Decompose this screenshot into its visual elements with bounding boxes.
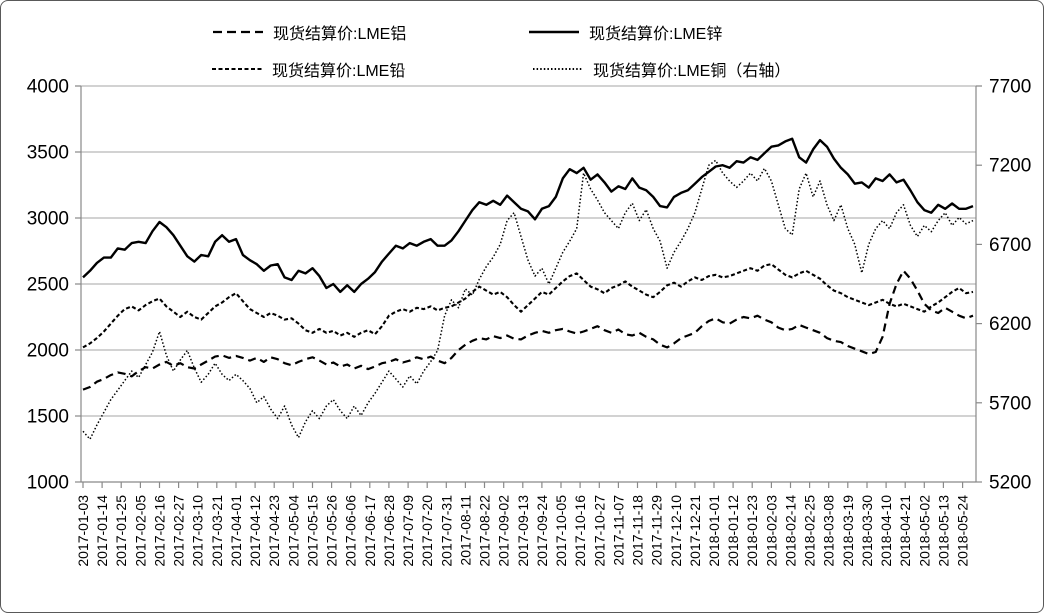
series-line-1 — [82, 137, 974, 294]
svg-text:2018-01-23: 2018-01-23 — [744, 495, 760, 567]
svg-text:2017-09-24: 2017-09-24 — [534, 495, 550, 567]
legend-label-lead: 现货结算价:LME铅 — [272, 63, 406, 80]
svg-text:2017-05-04: 2017-05-04 — [285, 495, 301, 567]
svg-text:2017-05-26: 2017-05-26 — [324, 495, 340, 567]
svg-text:5700: 5700 — [989, 393, 1031, 414]
svg-text:2017-03-10: 2017-03-10 — [190, 495, 206, 567]
legend-item-lme-copper: 现货结算价:LME铜（右轴） — [532, 60, 791, 80]
svg-text:2017-11-18: 2017-11-18 — [630, 495, 646, 566]
legend-label-aluminum: 现货结算价:LME铝 — [273, 26, 407, 43]
svg-text:2018-03-08: 2018-03-08 — [821, 495, 837, 567]
svg-text:2017-04-01: 2017-04-01 — [228, 495, 244, 567]
legend-item-lme-lead: 现货结算价:LME铅 — [211, 60, 406, 80]
svg-text:2017-05-15: 2017-05-15 — [305, 495, 321, 567]
svg-text:2017-06-06: 2017-06-06 — [343, 495, 359, 567]
svg-text:1500: 1500 — [27, 407, 69, 428]
svg-text:7200: 7200 — [989, 156, 1031, 177]
legend-line-sample-copper — [533, 68, 583, 70]
series-line-3 — [82, 159, 974, 440]
svg-text:2017-10-27: 2017-10-27 — [591, 495, 607, 567]
svg-text:7700: 7700 — [989, 77, 1031, 98]
legend-line-sample-lead — [212, 67, 262, 71]
svg-text:2000: 2000 — [27, 341, 69, 362]
series-line-0 — [82, 269, 974, 391]
svg-text:2017-01-03: 2017-01-03 — [75, 495, 91, 567]
svg-text:2017-10-05: 2017-10-05 — [553, 495, 569, 567]
svg-text:2017-02-05: 2017-02-05 — [132, 495, 148, 567]
series-lines — [82, 137, 974, 440]
svg-text:2017-06-17: 2017-06-17 — [362, 495, 378, 567]
svg-text:2017-06-28: 2017-06-28 — [381, 495, 397, 567]
svg-text:2017-11-29: 2017-11-29 — [649, 495, 665, 566]
svg-text:2018-02-14: 2018-02-14 — [783, 495, 799, 567]
svg-text:6200: 6200 — [989, 314, 1031, 335]
svg-text:2017-03-21: 2017-03-21 — [209, 495, 225, 567]
svg-text:1000: 1000 — [27, 473, 69, 494]
svg-text:2017-09-02: 2017-09-02 — [496, 495, 512, 567]
svg-text:5200: 5200 — [989, 473, 1031, 494]
svg-text:2017-09-13: 2017-09-13 — [515, 495, 531, 567]
svg-text:2017-01-14: 2017-01-14 — [94, 495, 110, 567]
svg-text:2017-10-16: 2017-10-16 — [572, 495, 588, 567]
svg-text:6700: 6700 — [989, 235, 1031, 256]
svg-text:3500: 3500 — [27, 143, 69, 164]
svg-text:2018-02-03: 2018-02-03 — [763, 495, 779, 567]
series-line-2 — [82, 263, 974, 349]
gridlines — [81, 85, 976, 483]
left-axis-labels: 1000 1500 2000 2500 3000 3500 4000 — [27, 77, 69, 494]
legend-label-copper: 现货结算价:LME铜（右轴） — [593, 63, 791, 80]
svg-text:2017-02-27: 2017-02-27 — [171, 495, 187, 567]
svg-text:2017-12-21: 2017-12-21 — [687, 495, 703, 567]
legend-item-lme-zinc: 现货结算价:LME锌 — [528, 23, 723, 43]
svg-text:2017-07-31: 2017-07-31 — [438, 495, 454, 567]
svg-text:2018-04-10: 2018-04-10 — [878, 495, 894, 567]
svg-text:2018-05-13: 2018-05-13 — [935, 495, 951, 567]
svg-text:2017-07-20: 2017-07-20 — [419, 495, 435, 567]
svg-text:2018-05-24: 2018-05-24 — [955, 495, 971, 567]
svg-text:2017-01-25: 2017-01-25 — [113, 495, 129, 567]
svg-text:2017-12-10: 2017-12-10 — [668, 495, 684, 567]
svg-text:2018-05-02: 2018-05-02 — [916, 495, 932, 567]
legend-line-sample-zinc — [529, 30, 579, 34]
svg-text:2017-04-12: 2017-04-12 — [247, 495, 263, 567]
svg-text:2017-08-11: 2017-08-11 — [457, 495, 473, 566]
svg-text:2018-02-25: 2018-02-25 — [802, 495, 818, 567]
tick-marks — [75, 85, 982, 488]
svg-text:2017-02-16: 2017-02-16 — [152, 495, 168, 567]
svg-text:2018-03-30: 2018-03-30 — [859, 495, 875, 567]
legend-line-sample-aluminum — [213, 30, 263, 34]
svg-text:2017-04-23: 2017-04-23 — [266, 495, 282, 567]
svg-text:2018-03-19: 2018-03-19 — [840, 495, 856, 567]
legend-item-lme-aluminum: 现货结算价:LME铝 — [212, 23, 407, 43]
svg-text:3000: 3000 — [27, 209, 69, 230]
legend-label-zinc: 现货结算价:LME锌 — [589, 26, 723, 43]
svg-text:4000: 4000 — [27, 77, 69, 98]
svg-text:2017-11-07: 2017-11-07 — [610, 495, 626, 566]
svg-text:2018-01-12: 2018-01-12 — [725, 495, 741, 567]
right-axis-labels: 5200 5700 6200 6700 7200 7700 — [989, 77, 1031, 494]
svg-text:2500: 2500 — [27, 275, 69, 296]
x-axis-date-labels: 2017-01-03 2017-01-14 2017-01-25 2017-02-05… — [75, 495, 971, 567]
svg-text:2017-08-22: 2017-08-22 — [477, 495, 493, 567]
svg-text:2018-04-21: 2018-04-21 — [897, 495, 913, 567]
svg-text:2017-07-09: 2017-07-09 — [400, 495, 416, 567]
svg-text:2018-01-01: 2018-01-01 — [706, 495, 722, 567]
